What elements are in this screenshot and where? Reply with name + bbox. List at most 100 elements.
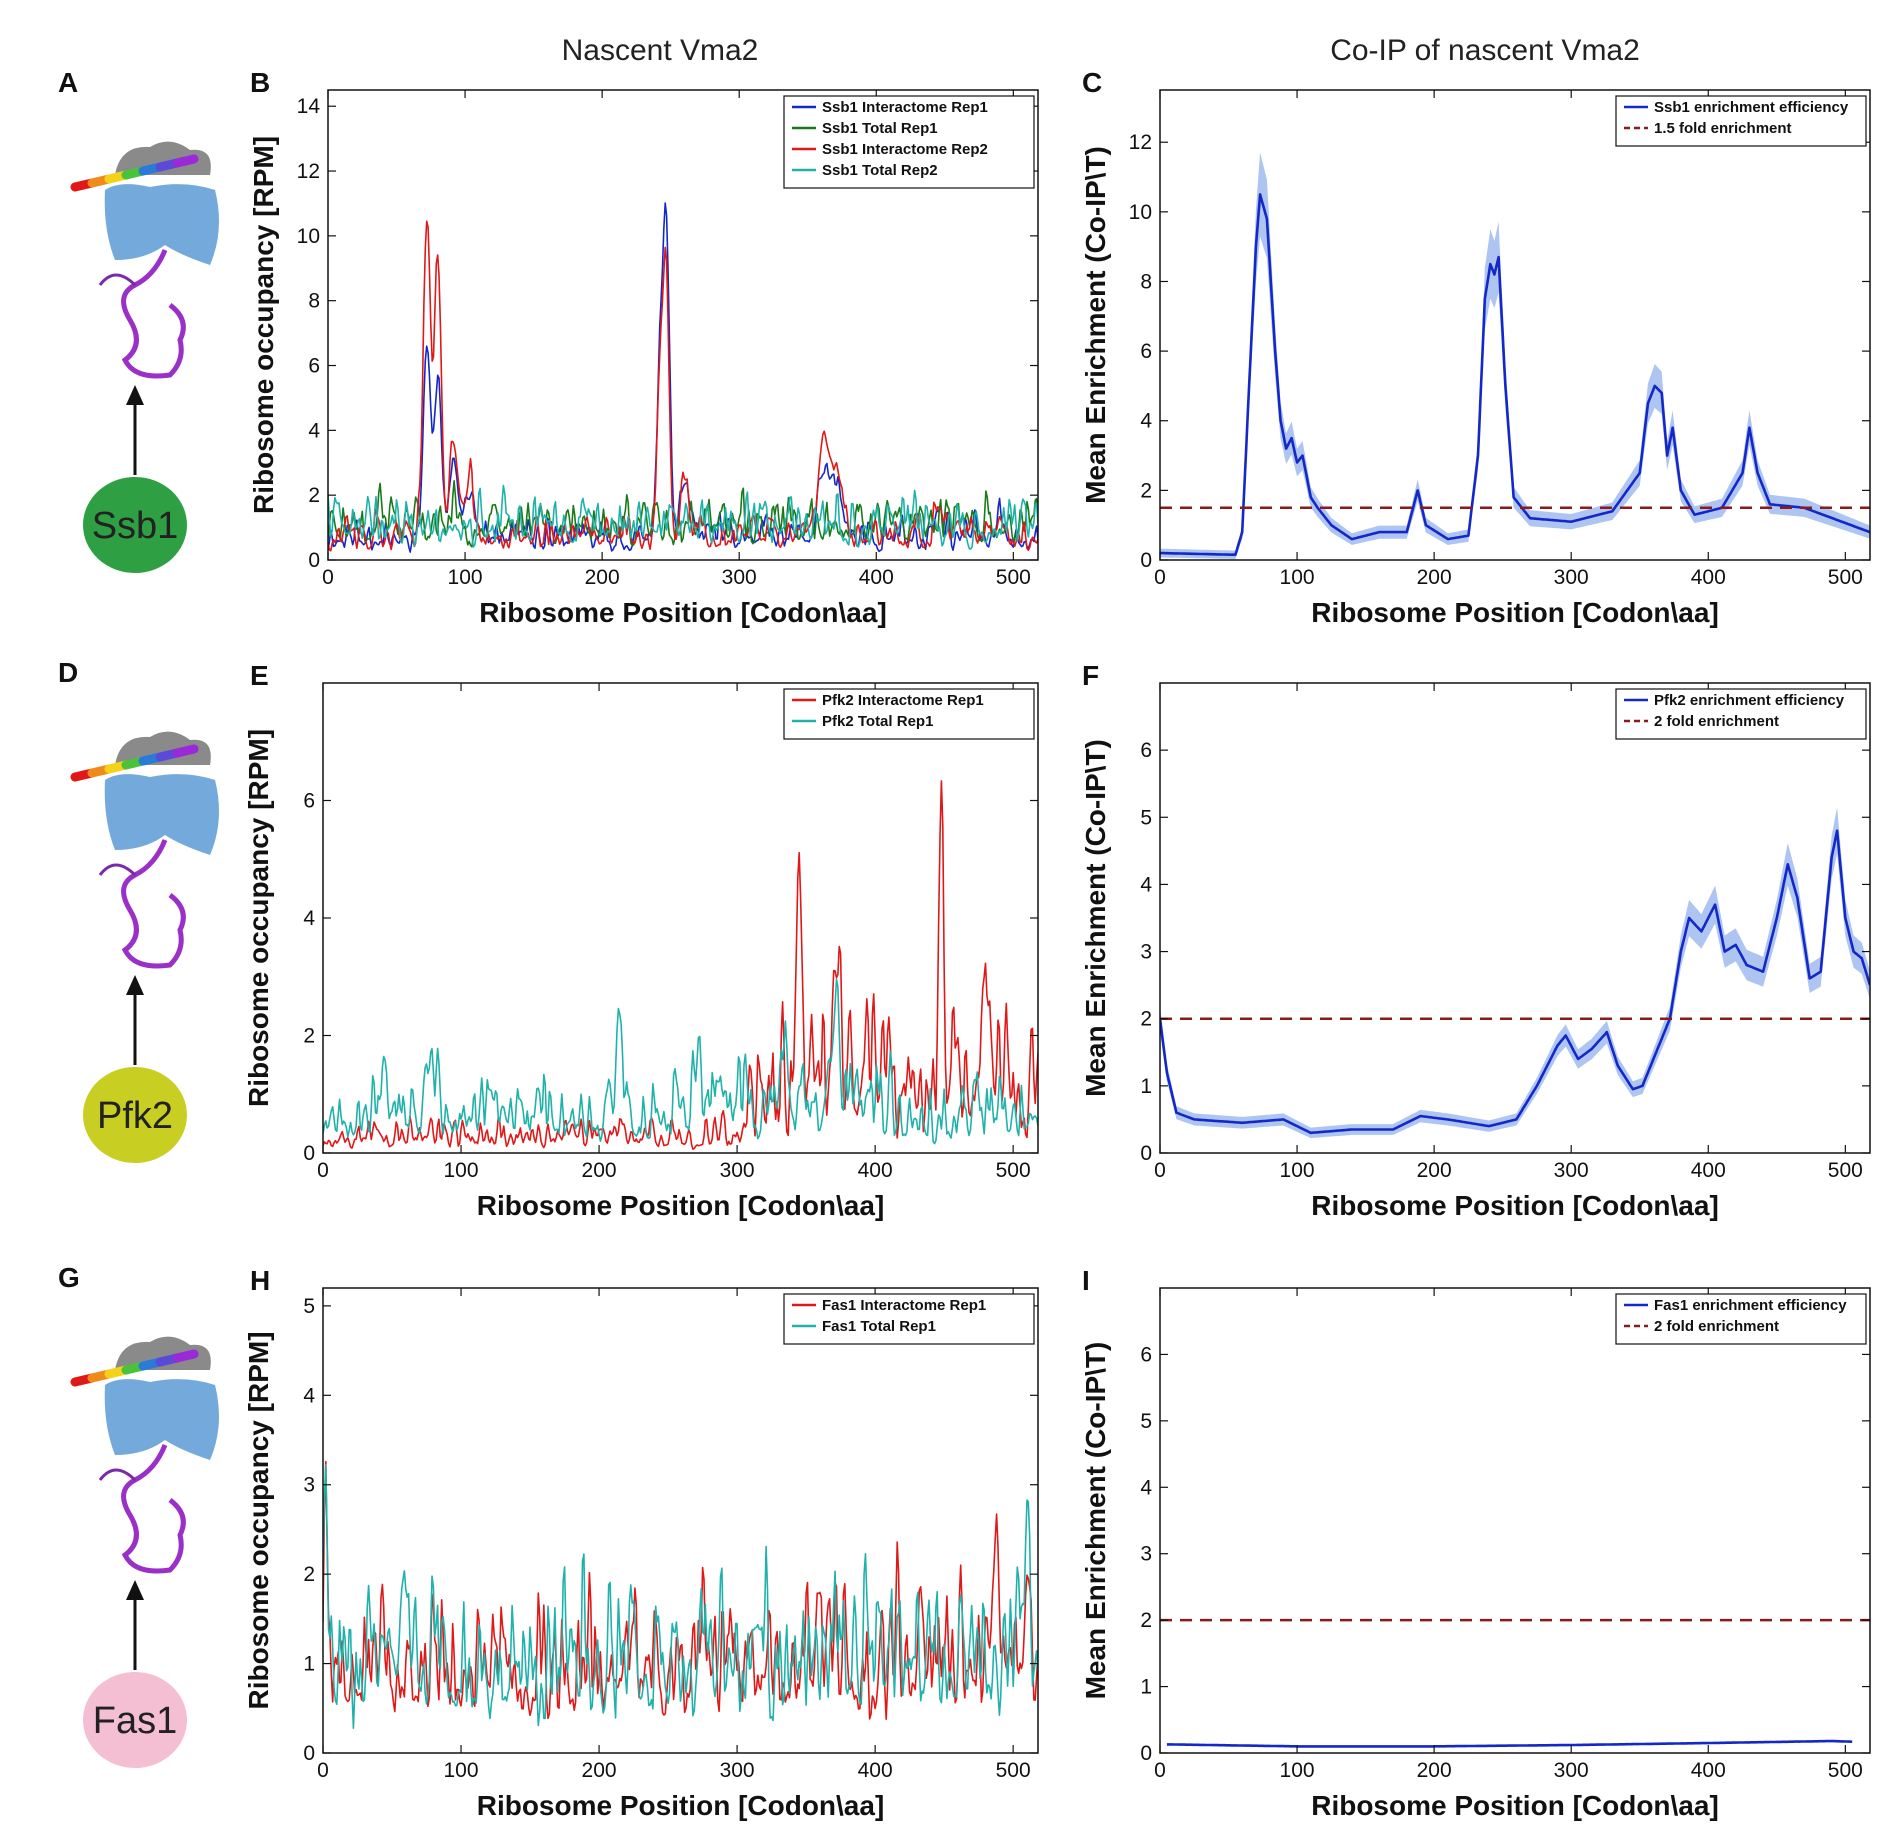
legend-entry: Ssb1 Interactome Rep1 xyxy=(822,99,988,116)
x-tick-label: 200 xyxy=(1417,1759,1452,1782)
protein-label: Pfk2 xyxy=(97,1095,173,1137)
legend-entry: 1.5 fold enrichment xyxy=(1654,120,1792,137)
plot-area xyxy=(1160,152,1870,559)
ribosome-large-subunit xyxy=(104,774,219,855)
x-tick-label: 400 xyxy=(858,1759,893,1782)
y-tick-label: 8 xyxy=(308,290,320,313)
x-tick-label: 100 xyxy=(444,1159,479,1182)
chart-panel-i: I 0 100 200 300 400 500 0 1 2 3 4 5 6 Ribosome Positio… xyxy=(1080,1265,1871,1821)
legend-entry: Pfk2 enrichment efficiency xyxy=(1654,692,1845,709)
nascent-chain-tail xyxy=(98,863,137,877)
panel-letter: G xyxy=(58,1262,80,1293)
legend-entry: Fas1 Interactome Rep1 xyxy=(822,1297,986,1314)
ribosome-large-subunit xyxy=(104,1379,219,1460)
panel-letter: D xyxy=(58,657,78,688)
y-tick-label: 2 xyxy=(303,1025,315,1048)
y-tick-label: 6 xyxy=(1140,1343,1152,1366)
x-axis-label: Ribosome Position [Codon\aa] xyxy=(477,1790,885,1821)
y-tick-label: 1 xyxy=(303,1653,315,1676)
legend-entry: Ssb1 enrichment efficiency xyxy=(1654,99,1849,116)
x-tick-label: 300 xyxy=(720,1759,755,1782)
legend-box xyxy=(783,1293,1035,1345)
plot-frame xyxy=(1159,89,1871,561)
schematic-pfk2: D Pfk2 xyxy=(58,657,219,1163)
x-tick-label: 100 xyxy=(1280,1159,1315,1182)
x-tick-label: 500 xyxy=(1828,1159,1863,1182)
x-tick-label: 100 xyxy=(448,566,483,589)
series-line-0 xyxy=(1160,193,1870,557)
y-tick-label: 4 xyxy=(1140,1476,1152,1499)
ribosome-small-subunit xyxy=(115,1336,211,1370)
chart-panel-h: H 0 100 200 300 400 500 0 1 2 3 4 5 Ribosome Position… xyxy=(243,1265,1039,1821)
x-tick-label: 400 xyxy=(1691,566,1726,589)
protein-label: Ssb1 xyxy=(92,505,179,547)
plot-area xyxy=(328,202,1038,553)
y-tick-label: 6 xyxy=(303,790,315,813)
series-line-0 xyxy=(1160,829,1870,1135)
x-tick-label: 300 xyxy=(722,566,757,589)
chart-panel-b: B 0 100 200 300 400 500 0 2 4 6 8 10 12 14 Ribosome Pos… xyxy=(248,67,1039,628)
plot-area xyxy=(323,1460,1038,1729)
panel-letter: B xyxy=(250,67,270,98)
y-tick-label: 0 xyxy=(303,1142,315,1165)
panel-letter: I xyxy=(1082,1265,1090,1296)
plot-area xyxy=(323,780,1038,1150)
x-tick-label: 200 xyxy=(585,566,620,589)
y-tick-label: 4 xyxy=(303,1384,315,1407)
column-title-left: Nascent Vma2 xyxy=(562,34,759,67)
legend: Ssb1 enrichment efficiency 1.5 fold enric… xyxy=(1615,95,1867,147)
x-tick-label: 200 xyxy=(1417,1159,1452,1182)
x-axis-label: Ribosome Position [Codon\aa] xyxy=(1311,1790,1719,1821)
x-tick-label: 0 xyxy=(317,1759,329,1782)
y-tick-label: 6 xyxy=(1140,340,1152,363)
x-axis-label: Ribosome Position [Codon\aa] xyxy=(1311,1190,1719,1221)
legend: Fas1 enrichment efficiency 2 fold enrichm… xyxy=(1615,1293,1867,1345)
legend-entry: Ssb1 Interactome Rep2 xyxy=(822,141,988,158)
y-axis-label: Ribosome occupancy [RPM] xyxy=(243,1331,274,1709)
mrna-segment xyxy=(172,1349,199,1363)
legend-box xyxy=(1615,1293,1867,1345)
y-axis-label: Ribosome occupancy [RPM] xyxy=(248,136,279,514)
x-tick-label: 500 xyxy=(1828,1759,1863,1782)
plot-frame xyxy=(1159,1287,1871,1754)
legend-entry: Pfk2 Interactome Rep1 xyxy=(822,692,984,709)
x-tick-label: 0 xyxy=(1154,1159,1166,1182)
protein-ellipse xyxy=(83,1067,187,1163)
y-tick-label: 5 xyxy=(1140,1410,1152,1433)
y-tick-label: 10 xyxy=(297,225,320,248)
legend-box xyxy=(783,688,1035,740)
y-tick-label: 8 xyxy=(1140,270,1152,293)
schematic-fas1: G Fas1 xyxy=(58,1262,219,1768)
series-line-3 xyxy=(328,484,1038,550)
x-tick-label: 200 xyxy=(1417,566,1452,589)
legend-entry: Pfk2 Total Rep1 xyxy=(822,713,933,730)
y-tick-label: 0 xyxy=(1140,1142,1152,1165)
nascent-chain xyxy=(121,1444,186,1574)
x-tick-label: 300 xyxy=(720,1159,755,1182)
panel-letter: E xyxy=(250,660,269,691)
panel-letter: H xyxy=(250,1265,270,1296)
y-tick-label: 5 xyxy=(303,1295,315,1318)
y-tick-label: 3 xyxy=(303,1474,315,1497)
x-tick-label: 300 xyxy=(1554,566,1589,589)
x-tick-label: 500 xyxy=(996,566,1031,589)
mrna-segment xyxy=(172,744,199,758)
series-line-0 xyxy=(1166,1739,1853,1748)
ribosome-large-subunit xyxy=(104,184,219,265)
x-tick-label: 0 xyxy=(1154,566,1166,589)
y-tick-label: 3 xyxy=(1140,1543,1152,1566)
x-tick-label: 100 xyxy=(1280,566,1315,589)
y-tick-label: 3 xyxy=(1140,941,1152,964)
chart-panel-e: E 0 100 200 300 400 500 0 2 4 6 Ribosome Position [… xyxy=(243,660,1039,1221)
series-line-1 xyxy=(323,1464,1038,1729)
y-tick-label: 10 xyxy=(1129,201,1152,224)
y-tick-label: 4 xyxy=(303,907,315,930)
series-line-1 xyxy=(323,978,1038,1145)
plot-frame xyxy=(322,1287,1039,1754)
legend-entry: 2 fold enrichment xyxy=(1654,713,1779,730)
plot-frame xyxy=(1159,682,1871,1154)
y-tick-label: 0 xyxy=(1140,1742,1152,1765)
x-tick-label: 100 xyxy=(1280,1759,1315,1782)
y-tick-label: 2 xyxy=(1140,1609,1152,1632)
x-axis-label: Ribosome Position [Codon\aa] xyxy=(477,1190,885,1221)
